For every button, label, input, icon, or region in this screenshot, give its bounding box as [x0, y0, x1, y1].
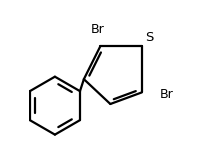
Text: S: S — [145, 31, 153, 44]
Text: Br: Br — [160, 88, 174, 101]
Text: Br: Br — [91, 23, 105, 36]
